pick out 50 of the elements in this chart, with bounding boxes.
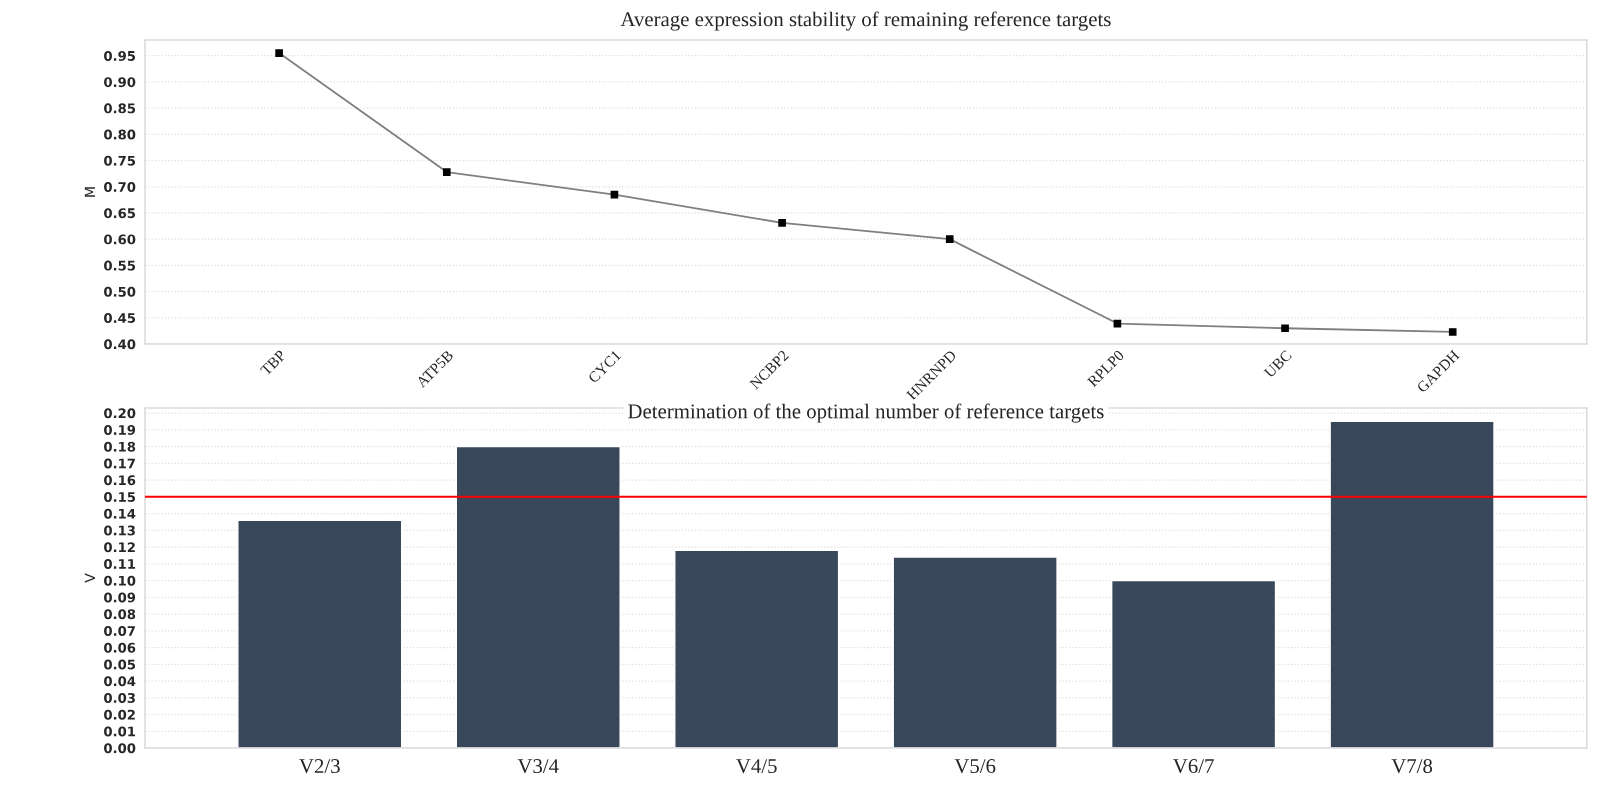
y-tick-label: 0.20 [104, 408, 136, 419]
y-tick-label: 0.18 [104, 441, 136, 452]
y-tick-label: 0.12 [104, 542, 135, 553]
y-tick-label: 0.45 [104, 313, 136, 323]
bar [455, 445, 621, 748]
y-tick-label: 0.06 [104, 642, 136, 653]
x-tick-label: V4/5 [736, 759, 777, 774]
y-tick-label: 0.13 [104, 525, 135, 536]
y-tick-label: 0.04 [104, 676, 136, 687]
y-tick-label: 0.10 [104, 575, 136, 586]
y-tick-label: 0.16 [104, 475, 136, 486]
y-tick-label: 0.80 [104, 129, 136, 140]
y-tick-label: 0.50 [104, 286, 136, 297]
y-tick-label: 0.19 [104, 424, 136, 435]
y-tick-label: 0.08 [104, 609, 136, 620]
y-tick-label: 0.55 [104, 260, 136, 271]
x-tick-label: V3/4 [517, 759, 559, 774]
bar [674, 549, 840, 748]
y-tick-label: 0.15 [104, 491, 136, 502]
y-tick-label: 0.02 [104, 709, 135, 720]
y-tick-label: 0.90 [104, 77, 136, 88]
x-tick-label: V6/7 [1173, 759, 1214, 774]
y-axis-title: M [84, 187, 95, 197]
bar [1329, 420, 1495, 748]
y-tick-label: 0.07 [104, 625, 135, 636]
chart-title: Average expression stability of remaining reference targets [620, 11, 1111, 31]
y-tick-label: 0.75 [104, 155, 136, 166]
y-tick-label: 0.70 [104, 181, 136, 192]
y-tick-label: 0.05 [104, 659, 136, 670]
y-tick-label: 0.03 [104, 692, 135, 703]
y-tick-label: 0.00 [104, 743, 136, 754]
y-tick-label: 0.17 [104, 458, 135, 469]
y-tick-label: 0.01 [104, 726, 136, 737]
x-tick-label: V5/6 [954, 759, 996, 774]
y-tick-label: 0.11 [104, 558, 136, 569]
x-tick-label: V7/8 [1391, 759, 1433, 774]
y-axis-title: V [84, 573, 95, 583]
y-tick-label: 0.14 [104, 508, 136, 519]
y-tick-label: 0.40 [104, 339, 136, 350]
y-tick-label: 0.60 [104, 234, 136, 245]
bar [1110, 579, 1277, 748]
bar [237, 519, 403, 748]
y-tick-label: 0.65 [104, 208, 136, 219]
chart-title: Determination of the optimal number of reference targets [628, 403, 1104, 423]
y-tick-label: 0.95 [104, 50, 136, 61]
bar [892, 556, 1058, 748]
x-tick-label: V2/3 [299, 759, 340, 774]
y-tick-label: 0.09 [104, 592, 136, 603]
x-tick-label: TBP [259, 349, 287, 377]
y-tick-label: 0.85 [104, 103, 136, 114]
